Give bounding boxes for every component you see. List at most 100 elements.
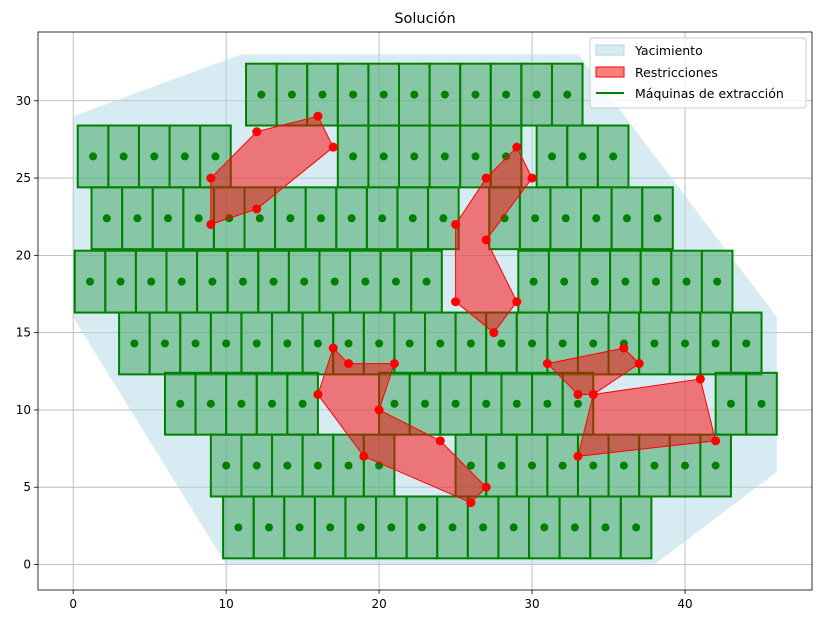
machine-rect: [535, 124, 569, 189]
machine-center-point: [440, 90, 449, 99]
restriction-point-0-5: [206, 219, 216, 229]
y-tick-label-5: 5: [23, 480, 31, 494]
machine-center-point: [650, 339, 659, 348]
machine-3-17: [670, 249, 703, 314]
restriction-point-2-7: [466, 498, 476, 508]
legend-swatch-restricciones: [595, 66, 625, 78]
restriction-point-2-5: [435, 436, 445, 446]
machine-center-point: [287, 90, 296, 99]
machine-center-point: [361, 277, 370, 286]
machine-rect: [196, 249, 229, 314]
machine-0-4: [367, 62, 400, 127]
machine-3-3: [165, 249, 199, 314]
machine-center-point: [532, 90, 541, 99]
machine-5-4: [286, 371, 319, 436]
machine-0-7: [459, 62, 492, 127]
machine-center-point: [512, 399, 521, 408]
machine-5-7: [439, 371, 472, 436]
machine-center-point: [160, 339, 169, 348]
machine-center-point: [234, 523, 243, 532]
restriction-point-1-1: [481, 173, 491, 183]
machine-3-7: [287, 249, 321, 314]
machine-2-17: [641, 186, 674, 251]
machine-3-15: [609, 249, 642, 314]
machine-center-point: [257, 90, 266, 99]
machine-center-point: [471, 152, 480, 161]
restriction-point-2-6: [481, 482, 491, 492]
restriction-point-3-2: [634, 359, 644, 369]
restriction-point-1-3: [527, 173, 537, 183]
machine-0-8: [489, 62, 523, 127]
machine-center-point: [497, 461, 506, 470]
machine-7-9: [497, 495, 531, 560]
machine-rect: [589, 495, 622, 560]
machine-center-point: [589, 461, 598, 470]
machine-2-9: [365, 186, 399, 251]
machine-center-point: [130, 339, 139, 348]
machine-center-point: [653, 214, 662, 223]
machine-center-point: [609, 152, 618, 161]
machine-2-2: [151, 186, 185, 251]
machine-7-6: [405, 495, 439, 560]
y-tick-label-20: 20: [16, 248, 31, 262]
machine-center-point: [528, 339, 537, 348]
machine-center-point: [590, 277, 599, 286]
machine-5-9: [500, 371, 534, 436]
machine-7-7: [436, 495, 469, 560]
machine-5-6: [408, 371, 442, 436]
machine-rect: [252, 495, 286, 560]
machine-0-6: [428, 62, 462, 127]
machine-center-point: [264, 523, 273, 532]
machine-7-5: [375, 495, 408, 560]
machine-center-point: [283, 339, 292, 348]
legend-label-restricciones: Restricciones: [635, 65, 718, 80]
machine-rect: [745, 371, 778, 436]
machine-7-1: [252, 495, 286, 560]
machine-4-20: [729, 311, 763, 376]
machine-center-point: [540, 523, 549, 532]
machine-center-point: [206, 399, 215, 408]
machine-center-point: [528, 461, 537, 470]
restriction-point-2-0: [313, 389, 323, 399]
machine-1-1: [107, 124, 140, 189]
restriction-point-1-7: [451, 297, 461, 307]
machine-center-point: [252, 461, 261, 470]
machine-3-12: [517, 249, 550, 314]
machine-2-15: [580, 186, 613, 251]
restriction-point-0-2: [313, 111, 323, 121]
machine-center-point: [410, 152, 419, 161]
machine-1-9: [459, 124, 492, 189]
machine-3-8: [318, 249, 352, 314]
machine-center-point: [191, 339, 200, 348]
restriction-point-3-7: [588, 389, 598, 399]
machine-4-2: [179, 311, 212, 376]
machine-6-0: [209, 433, 243, 498]
machine-center-point: [681, 461, 690, 470]
machine-center-point: [726, 399, 735, 408]
restriction-point-0-4: [252, 204, 262, 214]
machine-3-2: [134, 249, 168, 314]
machine-center-point: [417, 523, 426, 532]
machine-3-16: [639, 249, 673, 314]
machine-center-point: [632, 523, 641, 532]
machine-1-6: [367, 124, 400, 189]
machine-center-point: [681, 339, 690, 348]
x-tick-label-10: 10: [219, 597, 234, 611]
machine-center-point: [439, 214, 448, 223]
machine-center-point: [479, 523, 488, 532]
machine-center-point: [298, 399, 307, 408]
machine-4-5: [271, 311, 304, 376]
legend-swatch-yacimiento: [595, 44, 625, 56]
machine-0-1: [275, 62, 309, 127]
machine-5-2: [225, 371, 258, 436]
machine-rect: [580, 186, 613, 251]
legend-frame: [589, 37, 807, 109]
machine-3-9: [349, 249, 382, 314]
machine-7-2: [283, 495, 316, 560]
machine-center-point: [578, 152, 587, 161]
machine-3-13: [547, 249, 581, 314]
machine-center-point: [391, 277, 400, 286]
restriction-point-2-2: [344, 359, 354, 369]
machine-center-point: [378, 214, 387, 223]
machine-5-8: [469, 371, 503, 436]
